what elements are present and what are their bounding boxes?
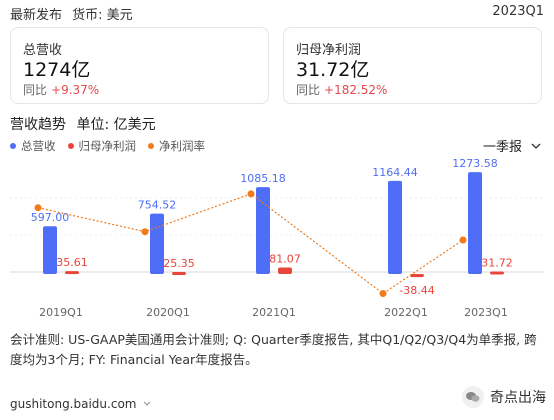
revenue-yoy-label: 同比	[23, 83, 48, 97]
revenue-label-2019Q1: 597.00	[31, 211, 70, 224]
legend-item-margin[interactable]: 净利润率	[148, 138, 205, 154]
revenue-label-2021Q1: 1085.18	[240, 172, 286, 185]
x-tick-2023Q1: 2023Q1	[464, 306, 508, 319]
chevron-down-icon	[144, 401, 151, 406]
report-period: 2023Q1	[492, 4, 544, 19]
legend-dot-profit	[67, 143, 74, 149]
chevron-down-icon	[531, 143, 541, 149]
profit-value: 31.72亿	[296, 59, 370, 81]
x-tick-2020Q1: 2020Q1	[146, 306, 190, 319]
profit-card[interactable]: 归母净利润 31.72亿 同比 +182.52%	[283, 27, 542, 104]
margin-point-2020Q1	[141, 228, 149, 236]
legend-item-profit[interactable]: 归母净利润	[67, 138, 137, 154]
revenue-label-2023Q1: 1273.58	[452, 157, 498, 170]
revenue-yoy: 同比 +9.37%	[23, 81, 99, 98]
currency-label: 货币: 美元	[72, 8, 133, 23]
profit-bar-2019Q1	[65, 271, 79, 275]
profit-bar-2021Q1	[278, 267, 292, 274]
profit-bar-2022Q1	[410, 274, 424, 278]
section-title-text: 营收趋势	[10, 117, 66, 133]
revenue-label-2020Q1: 754.52	[138, 199, 177, 212]
profit-bar-2020Q1	[172, 271, 186, 275]
x-tick-2021Q1: 2021Q1	[252, 306, 296, 319]
watermark: 奇点出海	[462, 386, 546, 408]
revenue-yoy-value: +9.37%	[51, 83, 100, 97]
profit-yoy-value: +182.52%	[324, 83, 388, 97]
margin-point-2021Q1	[247, 190, 255, 198]
revenue-label: 总营收	[23, 43, 63, 58]
revenue-card[interactable]: 总营收 1274亿 同比 +9.37%	[10, 27, 269, 104]
profit-label-2022Q1: -38.44	[399, 284, 434, 297]
footnote: 会计准则: US-GAAP美国通用会计准则; Q: Quarter季度报告, 其…	[10, 332, 537, 367]
revenue-label-2022Q1: 1164.44	[372, 166, 418, 179]
x-tick-2019Q1: 2019Q1	[39, 306, 83, 319]
source-text: gushitong.baidu.com	[10, 397, 137, 411]
legend-dot-margin	[148, 143, 154, 149]
profit-label: 归母净利润	[296, 43, 362, 58]
revenue-bar-2022Q1	[388, 180, 402, 274]
profit-label-2021Q1: 81.07	[269, 253, 301, 266]
revenue-bar-2021Q1	[256, 187, 270, 274]
period-select-label: 一季报	[482, 140, 522, 155]
watermark-text: 奇点出海	[490, 390, 546, 406]
profit-label-2023Q1: 31.72	[481, 256, 513, 269]
revenue-bar-2019Q1	[43, 226, 57, 274]
margin-point-2023Q1	[459, 236, 467, 244]
revenue-value: 1274亿	[23, 59, 91, 81]
profit-bar-2023Q1	[490, 271, 504, 275]
header-left: 最新发布 货币: 美元	[10, 4, 133, 23]
legend-label-profit: 归母净利润	[78, 139, 137, 153]
margin-point-2022Q1	[379, 290, 387, 298]
revenue-bar-2023Q1	[468, 172, 482, 274]
legend-item-revenue[interactable]: 总营收	[10, 138, 56, 154]
margin-line	[37, 193, 464, 295]
legend-label-revenue: 总营收	[21, 139, 56, 153]
section-title: 营收趋势 单位: 亿美元	[10, 114, 156, 134]
margin-point-2019Q1	[34, 204, 42, 212]
header-title: 最新发布	[10, 8, 63, 23]
legend-label-margin: 净利润率	[159, 139, 205, 153]
source-link[interactable]: gushitong.baidu.com	[10, 397, 152, 411]
profit-label-2020Q1: 25.35	[163, 257, 195, 270]
period-select[interactable]: 一季报	[483, 136, 542, 155]
x-tick-2022Q1: 2022Q1	[384, 306, 428, 319]
wechat-logo-icon	[462, 386, 484, 408]
legend-dot-revenue	[10, 143, 16, 149]
profit-label-2019Q1: 35.61	[56, 256, 88, 269]
section-unit: 单位: 亿美元	[76, 117, 156, 133]
revenue-bar-2020Q1	[150, 213, 164, 274]
chart-legend: 总营收 归母净利润 净利润率	[10, 138, 205, 154]
header: 最新发布 货币: 美元 2023Q1	[10, 4, 544, 23]
revenue-trend-chart: 597.00 35.61 2019Q1 754.52 25.35 2020Q1 1085.1…	[10, 157, 544, 319]
profit-yoy: 同比 +182.52%	[296, 81, 387, 98]
profit-yoy-label: 同比	[296, 83, 321, 97]
